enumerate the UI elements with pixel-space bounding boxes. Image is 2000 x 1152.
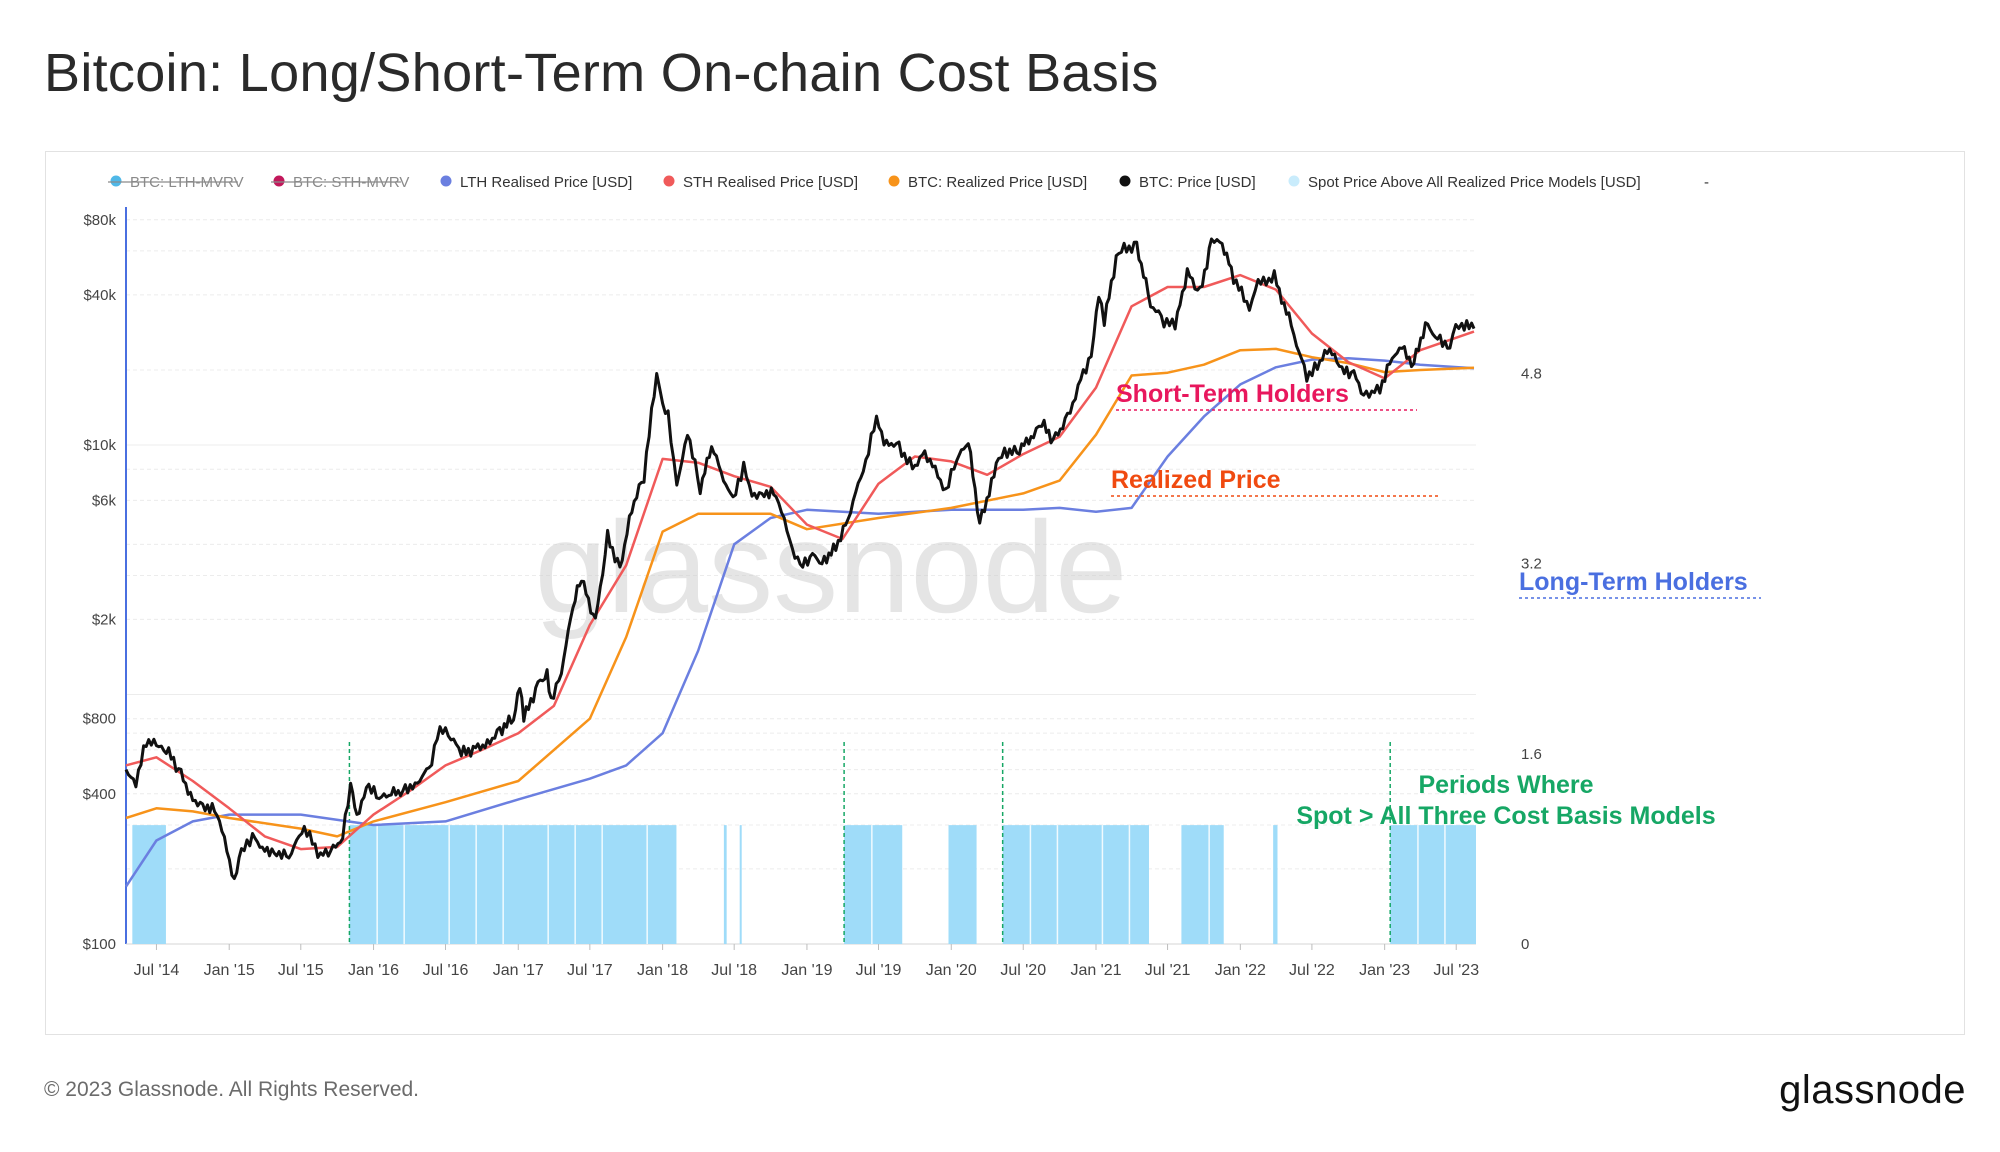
y-tick-label: $800 [83,711,116,728]
series-line-sth [125,273,1475,851]
x-tick-label: Jul '18 [711,962,757,979]
spot-above-bar [1002,825,1149,944]
x-tick-label: Jul '16 [423,962,469,979]
spot-gap [475,825,477,944]
legend-swatch-dot [888,175,900,187]
spot-gap [502,825,504,944]
annotation-long-term-holders: Long-Term Holders [1519,568,1748,596]
legend-item[interactable]: BTC: Price [USD] [1119,174,1256,191]
legend-item[interactable]: Spot Price Above All Realized Price Mode… [1288,174,1641,191]
spot-above-bar [349,825,677,944]
legend-item[interactable]: - [1704,174,1709,191]
y2-tick-label: 0 [1521,936,1529,953]
spot-above-bar [132,825,166,944]
spot-gap [376,825,378,944]
x-tick-label: Jul '20 [1000,962,1046,979]
y-tick-label: $400 [83,786,116,803]
spot-gap [448,825,450,944]
spot-above-bar [844,825,903,944]
y-tick-label: $40k [83,287,116,304]
spot-gap [1056,825,1059,944]
spot-above-bar [1181,825,1224,944]
watermark: glassnode [535,494,1128,640]
spot-gap [1101,825,1104,944]
spot-above-bar [1273,825,1278,944]
series-line-lth [124,356,1475,888]
y-tick-label: $2k [92,611,117,628]
x-tick-label: Jan '19 [781,962,832,979]
spot-gap [1444,825,1446,944]
legend-swatch-dot [1119,175,1131,187]
y2-tick-label: 4.8 [1521,365,1542,382]
annotation-periods-line2: Spot > All Three Cost Basis Models [1296,802,1715,830]
x-tick-label: Jul '23 [1433,962,1479,979]
legend-swatch-dot [440,175,452,187]
spot-above-bar [723,825,727,944]
x-tick-label: Jan '17 [493,962,544,979]
x-tick-label: Jul '22 [1289,962,1335,979]
x-tick-label: Jan '20 [926,962,977,979]
series-line-realized [125,347,1475,838]
legend-label[interactable]: BTC: Realized Price [USD] [908,174,1087,191]
legend-label[interactable]: STH Realised Price [USD] [683,174,858,191]
x-tick-label: Jul '17 [567,962,613,979]
y2-tick-label: 1.6 [1521,746,1542,763]
footer-copyright: © 2023 Glassnode. All Rights Reserved. [44,1078,420,1101]
spot-gap [871,825,873,944]
x-tick-label: Jan '22 [1215,962,1266,979]
legend-item[interactable]: BTC: STH-MVRV [271,174,409,191]
spot-gap [1208,825,1210,944]
spot-above-bar [948,825,977,944]
x-tick-label: Jan '18 [637,962,688,979]
annotation-short-term-holders: Short-Term Holders [1116,380,1349,408]
spot-gap [1128,825,1131,944]
series-line-price [124,237,1476,880]
spot-gap [403,825,405,944]
y2-tick-label: 3.2 [1521,556,1542,573]
legend-swatch-dot [273,175,285,187]
x-tick-label: Jan '21 [1070,962,1121,979]
legend-item[interactable]: BTC: Realized Price [USD] [888,174,1088,191]
legend-swatch-dot [110,175,122,187]
y-tick-label: $6k [92,492,117,509]
x-tick-label: Jul '15 [278,962,324,979]
x-tick-label: Jul '14 [134,962,180,979]
legend-item[interactable]: BTC: LTH-MVRV [108,174,244,191]
y-tick-label: $80k [83,212,116,229]
legend-label[interactable]: Spot Price Above All Realized Price Mode… [1308,174,1641,191]
y-tick-label: $10k [83,437,116,454]
spot-gap [574,825,576,944]
spot-gap [601,825,603,944]
legend-label[interactable]: - [1704,174,1709,191]
y-tick-label: $100 [83,936,116,953]
x-tick-label: Jan '23 [1359,962,1410,979]
x-tick-label: Jan '16 [348,962,399,979]
x-tick-label: Jul '19 [856,962,902,979]
spot-gap [1417,825,1419,944]
spot-above-bar [739,825,742,944]
glassnode-logo: glassnode [1779,1068,1966,1112]
legend-swatch-dot [1288,175,1300,187]
legend-item[interactable]: STH Realised Price [USD] [663,174,859,191]
spot-above-bar [1390,825,1476,944]
page-title: Bitcoin: Long/Short-Term On-chain Cost B… [44,43,1159,103]
legend-label[interactable]: BTC: Price [USD] [1139,174,1256,191]
legend-label[interactable]: LTH Realised Price [USD] [460,174,632,191]
annotation-realized-price: Realized Price [1111,466,1281,494]
x-tick-label: Jan '15 [204,962,255,979]
legend-item[interactable]: LTH Realised Price [USD] [440,174,633,191]
chart-frame: BTC: LTH-MVRV BTC: STH-MVRV LTH Realised P… [45,151,1965,1035]
annotation-periods-line1: Periods Where [1418,771,1593,799]
spot-gap [547,825,549,944]
legend-swatch-dot [663,175,675,187]
chart-svg: BTC: LTH-MVRV BTC: STH-MVRV LTH Realised P… [83,174,1761,979]
spot-gap [1029,825,1032,944]
spot-gap [646,825,648,944]
x-tick-label: Jul '21 [1145,962,1191,979]
